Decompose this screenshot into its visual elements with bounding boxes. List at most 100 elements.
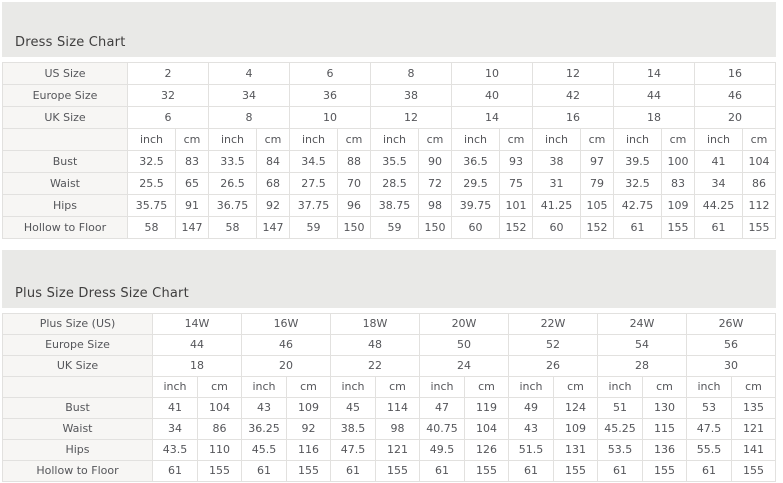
inch-value-cell: 55.5 (686, 439, 732, 461)
unit-cell-inch: inch (694, 128, 743, 151)
size-value-cell: 30 (686, 355, 776, 377)
cm-value-cell: 104 (197, 397, 242, 419)
row-label-hips: Hips (2, 194, 128, 217)
standard-size-section: Dress Size Chart US Size 2 4 6 8 10 12 14 16 Euro… (2, 2, 776, 239)
unit-cell-inch: inch (208, 128, 257, 151)
cm-value-cell: 155 (286, 460, 331, 482)
inch-value-cell: 36.75 (208, 194, 257, 217)
cm-value-cell: 97 (580, 150, 614, 173)
cm-value-cell: 147 (256, 216, 290, 239)
inch-value-cell: 45.5 (241, 439, 287, 461)
row-label-waist: Waist (2, 418, 153, 440)
cm-value-cell: 83 (661, 172, 695, 195)
standard-size-table: US Size 2 4 6 8 10 12 14 16 Europe Size 32 34 36 38 40… (2, 62, 776, 239)
inch-value-cell: 49 (508, 397, 554, 419)
unit-cell-inch: inch (127, 128, 176, 151)
size-value-cell: 6 (127, 106, 209, 129)
size-row-uk-size: UK Size 18 20 22 24 26 28 30 (2, 355, 776, 377)
cm-value-cell: 155 (553, 460, 598, 482)
size-value-cell: 16 (694, 62, 776, 85)
size-row-uk-size: UK Size 6 8 10 12 14 16 18 20 (2, 106, 776, 129)
cm-value-cell: 92 (256, 194, 290, 217)
size-value-cell: 12 (370, 106, 452, 129)
inch-value-cell: 32.5 (613, 172, 662, 195)
cm-value-cell: 112 (742, 194, 776, 217)
cm-value-cell: 98 (375, 418, 420, 440)
size-value-cell: 26W (686, 313, 776, 335)
measure-row-bust: Bust 41 104 43 109 45 114 47 119 49 124 51 130 53 135 (2, 397, 776, 419)
inch-value-cell: 61 (686, 460, 732, 482)
cm-value-cell: 150 (418, 216, 452, 239)
unit-cell-cm: cm (197, 376, 242, 398)
size-value-cell: 56 (686, 334, 776, 356)
cm-value-cell: 83 (175, 150, 209, 173)
cm-value-cell: 91 (175, 194, 209, 217)
size-value-cell: 10 (451, 62, 533, 85)
inch-value-cell: 32.5 (127, 150, 176, 173)
cm-value-cell: 114 (375, 397, 420, 419)
size-value-cell: 16 (532, 106, 614, 129)
unit-cell-cm: cm (286, 376, 331, 398)
cm-value-cell: 104 (742, 150, 776, 173)
row-label-units (2, 128, 128, 151)
cm-value-cell: 147 (175, 216, 209, 239)
inch-value-cell: 39.75 (451, 194, 500, 217)
inch-value-cell: 47 (419, 397, 465, 419)
inch-value-cell: 61 (694, 216, 743, 239)
unit-cell-cm: cm (337, 128, 371, 151)
size-value-cell: 44 (613, 84, 695, 107)
cm-value-cell: 88 (337, 150, 371, 173)
cm-value-cell: 126 (464, 439, 509, 461)
inch-value-cell: 41.25 (532, 194, 581, 217)
size-value-cell: 46 (694, 84, 776, 107)
cm-value-cell: 119 (464, 397, 509, 419)
inch-value-cell: 25.5 (127, 172, 176, 195)
size-value-cell: 52 (508, 334, 598, 356)
standard-chart-title-band: Dress Size Chart (2, 2, 776, 57)
inch-value-cell: 45 (330, 397, 376, 419)
size-row-us-size: US Size 2 4 6 8 10 12 14 16 (2, 62, 776, 85)
measure-row-waist: Waist 34 86 36.25 92 38.5 98 40.75 104 43 109 45.25… (2, 418, 776, 440)
inch-value-cell: 61 (613, 216, 662, 239)
size-value-cell: 18W (330, 313, 420, 335)
cm-value-cell: 84 (256, 150, 290, 173)
inch-value-cell: 61 (419, 460, 465, 482)
cm-value-cell: 155 (375, 460, 420, 482)
row-label-uk-size: UK Size (2, 106, 128, 129)
inch-value-cell: 61 (241, 460, 287, 482)
cm-value-cell: 110 (197, 439, 242, 461)
unit-header-row: inch cm inch cm inch cm inch cm inch cm inch cm inch… (2, 128, 776, 151)
size-value-cell: 22 (330, 355, 420, 377)
inch-value-cell: 34.5 (289, 150, 338, 173)
inch-value-cell: 53.5 (597, 439, 643, 461)
cm-value-cell: 70 (337, 172, 371, 195)
unit-cell-cm: cm (499, 128, 533, 151)
row-label-europe-size: Europe Size (2, 334, 153, 356)
size-value-cell: 42 (532, 84, 614, 107)
cm-value-cell: 121 (731, 418, 776, 440)
measure-row-hips: Hips 35.75 91 36.75 92 37.75 96 38.75 98 39.75 101… (2, 194, 776, 217)
inch-value-cell: 51.5 (508, 439, 554, 461)
plus-chart-title: Plus Size Dress Size Chart (15, 286, 189, 301)
inch-value-cell: 43.5 (152, 439, 198, 461)
unit-cell-cm: cm (256, 128, 290, 151)
size-value-cell: 46 (241, 334, 331, 356)
cm-value-cell: 124 (553, 397, 598, 419)
inch-value-cell: 49.5 (419, 439, 465, 461)
cm-value-cell: 109 (661, 194, 695, 217)
size-value-cell: 34 (208, 84, 290, 107)
cm-value-cell: 121 (375, 439, 420, 461)
cm-value-cell: 141 (731, 439, 776, 461)
inch-value-cell: 39.5 (613, 150, 662, 173)
size-value-cell: 6 (289, 62, 371, 85)
unit-cell-inch: inch (152, 376, 198, 398)
cm-value-cell: 93 (499, 150, 533, 173)
inch-value-cell: 59 (289, 216, 338, 239)
size-row-plus-size-us: Plus Size (US) 14W 16W 18W 20W 22W 24W 26W (2, 313, 776, 335)
measure-row-bust: Bust 32.5 83 33.5 84 34.5 88 35.5 90 36.5 93 38 97 39… (2, 150, 776, 173)
cm-value-cell: 79 (580, 172, 614, 195)
inch-value-cell: 42.75 (613, 194, 662, 217)
cm-value-cell: 135 (731, 397, 776, 419)
unit-cell-inch: inch (613, 128, 662, 151)
